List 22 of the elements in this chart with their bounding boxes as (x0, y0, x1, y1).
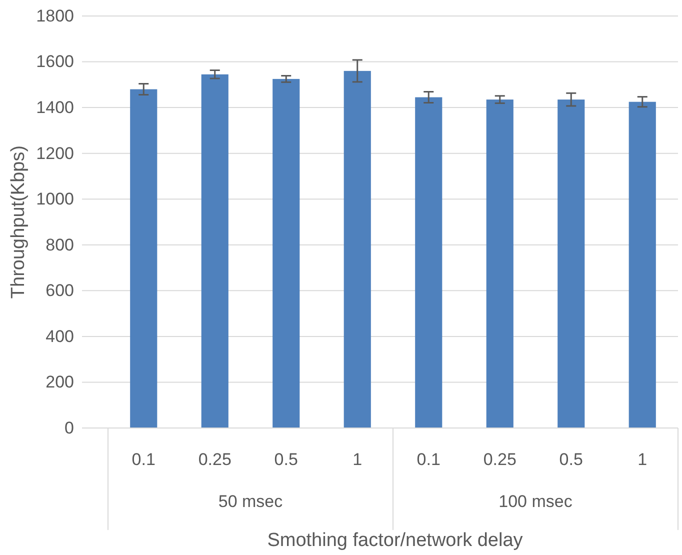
x-axis-title: Smothing factor/network delay (267, 530, 524, 551)
y-tick-label: 200 (46, 372, 74, 392)
y-tick-label: 600 (46, 281, 74, 300)
y-tick-label: 800 (46, 235, 74, 254)
y-axis-title: Throughput(Kbps) (8, 145, 29, 299)
x-tick-label: 0.25 (483, 450, 516, 469)
x-tick-label: 0.5 (274, 450, 298, 469)
y-tick-label: 1400 (36, 98, 74, 117)
x-tick-label: 1 (352, 450, 362, 469)
y-tick-label: 0 (64, 418, 74, 438)
x-tick-label: 0.1 (132, 450, 156, 469)
y-tick-label: 1600 (36, 52, 74, 72)
y-tick-label: 1800 (36, 6, 74, 26)
text: 50 msec (218, 492, 284, 511)
x-tick-label: 0.1 (416, 450, 440, 469)
text: 100 msec (498, 492, 573, 511)
y-tick-label: 1200 (36, 144, 74, 163)
y-tick-label: 1000 (36, 190, 74, 209)
x-tick-label: 0.25 (198, 450, 232, 469)
y-tick-label: 400 (46, 326, 74, 346)
x-tick-label: 0.5 (559, 450, 583, 469)
x-tick-label: 1 (638, 450, 648, 469)
